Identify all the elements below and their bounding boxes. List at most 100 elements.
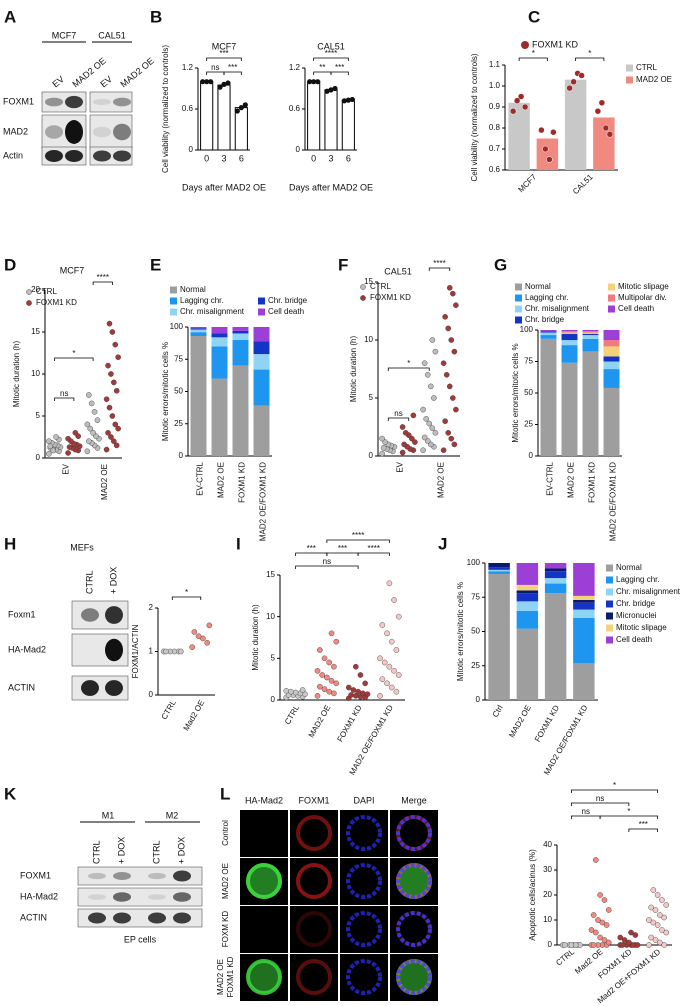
blot-band <box>148 872 166 880</box>
bar-segment <box>561 332 578 334</box>
lane-label: + DOX <box>176 837 186 864</box>
lane-label: MAD2 OE <box>118 56 155 90</box>
y-tick-label: 100 <box>520 325 534 334</box>
y-tick-label: 25 <box>524 420 533 429</box>
bar-segment <box>211 378 228 456</box>
data-point <box>421 360 428 367</box>
data-point <box>440 360 447 367</box>
data-point <box>88 400 95 407</box>
data-point <box>424 371 431 378</box>
blot-row-label: HA-Mad2 <box>20 891 58 901</box>
bar-segment <box>253 341 270 355</box>
bar-segment <box>516 590 539 594</box>
blot-group-label: MCF7 <box>52 30 77 40</box>
micrograph <box>290 906 338 953</box>
x-axis-label: Days after MAD2 OE <box>182 182 266 192</box>
legend-marker <box>26 300 32 306</box>
bar-segment <box>540 330 557 332</box>
blot-band <box>173 892 191 902</box>
y-tick-label: 75 <box>471 592 480 601</box>
data-point <box>605 907 612 913</box>
x-tick-label: EV-CTRL <box>196 461 205 495</box>
data-point <box>108 371 114 377</box>
y-axis-label: Mitotic duration (h) <box>349 336 358 403</box>
panel-label: C <box>528 7 540 26</box>
y-tick-label: 20 <box>543 890 552 899</box>
bar-segment <box>561 345 578 363</box>
x-tick-label: FOXM1 KD <box>335 703 363 743</box>
legend-label: Cell death <box>618 304 654 313</box>
legend-label: FOXM1 KD <box>532 39 579 49</box>
x-tick-label: EV-CTRL <box>546 461 555 495</box>
data-point <box>432 429 439 436</box>
data-point <box>395 613 402 620</box>
legend-label: CTRL <box>36 287 57 296</box>
data-point <box>448 435 455 442</box>
data-point <box>632 932 639 938</box>
y-tick-label: 25 <box>174 419 183 428</box>
y-tick-label: 0 <box>36 453 41 462</box>
bar-segment <box>561 362 578 456</box>
data-point <box>333 638 340 645</box>
data-point <box>521 103 529 111</box>
legend-label: Normal <box>525 282 551 291</box>
y-tick-label: 50 <box>471 627 480 636</box>
data-point <box>420 406 426 413</box>
bar-segment <box>582 331 599 333</box>
cell-ring <box>346 911 382 947</box>
cell-ring <box>346 863 382 899</box>
data-point <box>443 371 450 378</box>
bar-segment <box>603 356 620 362</box>
significance-bracket <box>518 57 548 61</box>
data-point <box>65 435 71 442</box>
data-point <box>450 290 456 297</box>
significance-label: ns <box>323 557 331 566</box>
blot-band <box>45 150 63 162</box>
bar-segment <box>582 330 599 332</box>
bar-segment <box>544 593 567 700</box>
data-point <box>663 929 670 936</box>
data-point <box>46 438 52 445</box>
bar-segment <box>582 338 599 352</box>
legend-label: Lagging chr. <box>616 575 660 584</box>
data-point <box>105 362 111 369</box>
bar-segment <box>540 335 557 339</box>
significance-bracket <box>54 357 94 361</box>
data-point <box>599 919 606 926</box>
y-tick-label: 100 <box>170 322 184 331</box>
micrograph <box>240 906 288 953</box>
image-row-label: MAD2 OE <box>221 863 230 899</box>
bar-segment <box>573 609 595 618</box>
data-point <box>314 693 321 699</box>
x-tick-label: MAD2 OE <box>507 704 533 740</box>
data-point <box>163 648 169 655</box>
data-point <box>423 416 429 422</box>
bar <box>324 89 338 151</box>
cell-ring <box>296 959 332 995</box>
legend-marker <box>515 294 522 302</box>
data-point <box>108 434 114 440</box>
x-tick-label: MAD2 OE <box>567 462 576 498</box>
data-point <box>317 647 323 653</box>
bar-segment <box>488 569 510 572</box>
bar-segment <box>516 610 539 629</box>
data-point <box>453 406 459 413</box>
data-point <box>593 929 599 936</box>
blot-row-label: FOXM1 <box>20 870 51 880</box>
bar-segment <box>540 338 557 456</box>
legend-label: Normal <box>616 563 642 572</box>
bar-segment <box>544 583 567 594</box>
data-point <box>442 313 448 320</box>
data-point <box>377 655 383 662</box>
blot-row-label: FOXM1 <box>3 96 34 106</box>
data-point <box>429 425 436 431</box>
blot-strip <box>89 91 133 113</box>
x-tick-label: FOXM1 KD <box>588 462 597 503</box>
significance-label: **** <box>352 531 364 540</box>
x-tick-label: 3 <box>221 153 226 163</box>
significance-label: ns <box>60 389 68 398</box>
data-point <box>103 446 110 453</box>
blot-row-label: ACTIN <box>8 682 35 692</box>
significance-label: ns <box>211 63 219 72</box>
